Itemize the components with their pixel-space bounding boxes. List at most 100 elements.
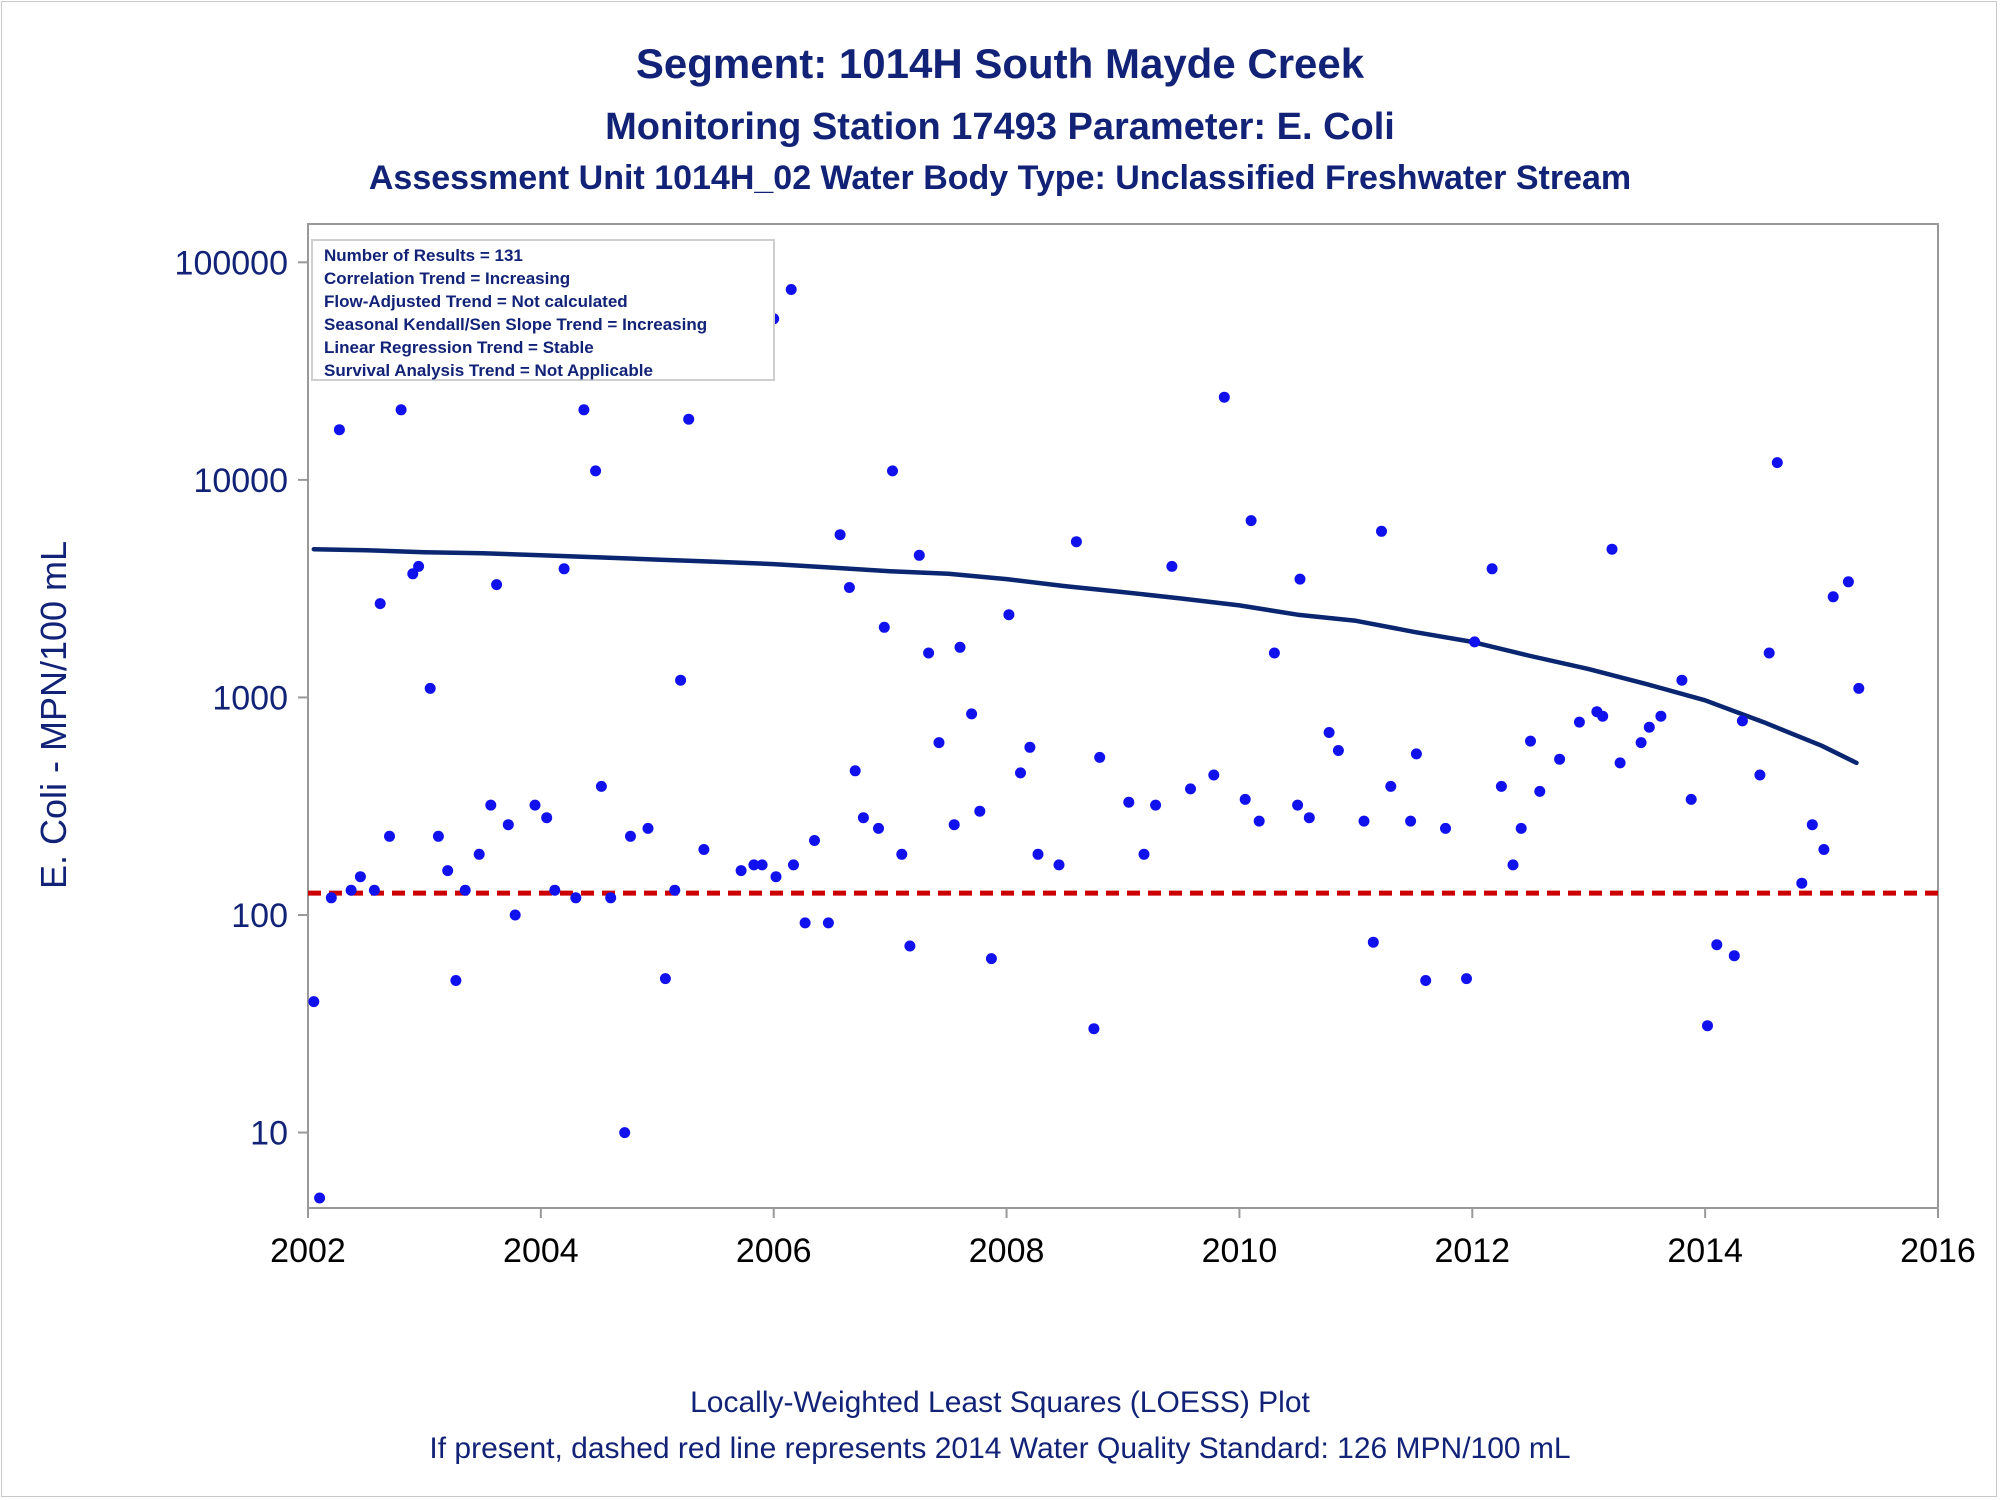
data-point bbox=[578, 404, 590, 416]
data-point bbox=[1515, 822, 1527, 834]
data-point bbox=[887, 465, 898, 477]
data-point bbox=[407, 568, 419, 580]
data-point bbox=[1367, 936, 1379, 948]
data-point bbox=[770, 871, 782, 883]
data-point bbox=[966, 708, 978, 720]
data-point bbox=[485, 799, 497, 811]
data-point bbox=[1053, 859, 1065, 871]
data-point bbox=[1376, 525, 1387, 537]
data-point bbox=[843, 582, 855, 593]
data-point bbox=[1166, 560, 1178, 572]
data-point bbox=[333, 424, 345, 436]
data-point bbox=[933, 737, 945, 749]
data-point bbox=[1827, 591, 1839, 603]
y-tick-label: 100000 bbox=[175, 244, 288, 282]
data-point bbox=[450, 975, 462, 986]
chart-subtitle-assessment: Assessment Unit 1014H_02 Water Body Type… bbox=[369, 159, 1631, 197]
data-point bbox=[1655, 710, 1667, 722]
data-point bbox=[904, 940, 916, 952]
data-point bbox=[834, 529, 846, 541]
data-point bbox=[1754, 769, 1766, 781]
data-point bbox=[1614, 757, 1626, 769]
data-point bbox=[1323, 727, 1335, 738]
data-point bbox=[756, 859, 768, 871]
data-point bbox=[605, 892, 617, 904]
data-point bbox=[1015, 767, 1026, 779]
data-point bbox=[314, 1192, 326, 1204]
data-point bbox=[1123, 796, 1135, 808]
footnote-standard: If present, dashed red line represents 2… bbox=[429, 1432, 1570, 1465]
data-point bbox=[619, 1127, 631, 1139]
data-point bbox=[459, 884, 471, 896]
data-point bbox=[873, 822, 884, 834]
data-point bbox=[974, 805, 986, 817]
x-tick-label: 2006 bbox=[736, 1232, 812, 1270]
data-point bbox=[1702, 1020, 1713, 1032]
stat-survival-analysis-trend: Survival Analysis Trend = Not Applicable bbox=[324, 361, 653, 380]
data-point bbox=[1676, 674, 1688, 686]
data-point bbox=[368, 884, 380, 896]
data-point bbox=[1032, 848, 1044, 860]
data-point bbox=[735, 865, 747, 877]
data-point bbox=[642, 822, 654, 834]
chart-subtitle-station: Monitoring Station 17493 Parameter: E. C… bbox=[605, 106, 1395, 148]
data-point bbox=[1245, 515, 1257, 527]
data-point bbox=[748, 859, 760, 871]
data-point bbox=[1507, 859, 1519, 871]
data-point bbox=[374, 598, 386, 610]
footnote-loess: Locally-Weighted Least Squares (LOESS) P… bbox=[690, 1386, 1310, 1419]
data-point bbox=[1796, 877, 1808, 889]
x-tick-label: 2008 bbox=[969, 1232, 1045, 1270]
data-point bbox=[1253, 815, 1265, 827]
data-point bbox=[1818, 844, 1830, 855]
data-point bbox=[1771, 457, 1783, 469]
data-point bbox=[1094, 751, 1106, 763]
data-point bbox=[849, 765, 861, 777]
data-point bbox=[1573, 716, 1585, 728]
data-point bbox=[878, 621, 890, 633]
data-point bbox=[529, 799, 541, 811]
data-point bbox=[1525, 735, 1536, 747]
data-point bbox=[785, 284, 797, 295]
data-point bbox=[809, 835, 820, 846]
data-point bbox=[1150, 799, 1162, 811]
data-point bbox=[1736, 715, 1748, 727]
x-tick-label: 2014 bbox=[1667, 1232, 1743, 1270]
y-tick-label: 1000 bbox=[212, 679, 288, 717]
trend-summary-box: Number of Results = 131 Correlation Tren… bbox=[311, 239, 775, 381]
y-tick-label: 10 bbox=[250, 1115, 288, 1153]
y-axis-label: E. Coli - MPN/100 mL bbox=[33, 541, 74, 889]
stat-seasonal-kendall-trend: Seasonal Kendall/Sen Slope Trend = Incre… bbox=[324, 315, 707, 334]
data-point bbox=[1003, 609, 1015, 621]
data-point bbox=[354, 871, 366, 883]
x-tick-label: 2002 bbox=[270, 1232, 346, 1270]
data-point bbox=[1385, 780, 1397, 792]
data-point bbox=[541, 812, 553, 824]
plot-area: 2002 2004 2006 2008 2010 2012 2014 2016 10 100 100… bbox=[175, 223, 1976, 1270]
data-point bbox=[1440, 822, 1451, 834]
stat-flow-adjusted-trend: Flow-Adjusted Trend = Not calculated bbox=[324, 292, 628, 311]
data-point bbox=[384, 830, 395, 842]
data-point bbox=[857, 812, 869, 824]
stat-linear-regression-trend: Linear Regression Trend = Stable bbox=[324, 338, 594, 357]
data-point bbox=[590, 465, 602, 477]
data-point bbox=[1597, 710, 1609, 722]
y-tick-label: 100 bbox=[231, 897, 288, 935]
x-tick-label: 2004 bbox=[503, 1232, 579, 1270]
data-point bbox=[788, 859, 799, 871]
data-point bbox=[1239, 793, 1251, 805]
data-point bbox=[1420, 975, 1432, 986]
data-point bbox=[625, 830, 636, 842]
data-point bbox=[669, 884, 681, 896]
data-point bbox=[308, 996, 320, 1008]
data-point bbox=[549, 884, 561, 896]
x-tick-label: 2010 bbox=[1202, 1232, 1278, 1270]
data-point bbox=[948, 819, 960, 831]
data-point bbox=[799, 917, 811, 929]
data-point bbox=[1268, 647, 1280, 659]
data-point bbox=[913, 549, 925, 561]
chart-title: Segment: 1014H South Mayde Creek bbox=[636, 40, 1365, 87]
data-point bbox=[1534, 785, 1546, 797]
